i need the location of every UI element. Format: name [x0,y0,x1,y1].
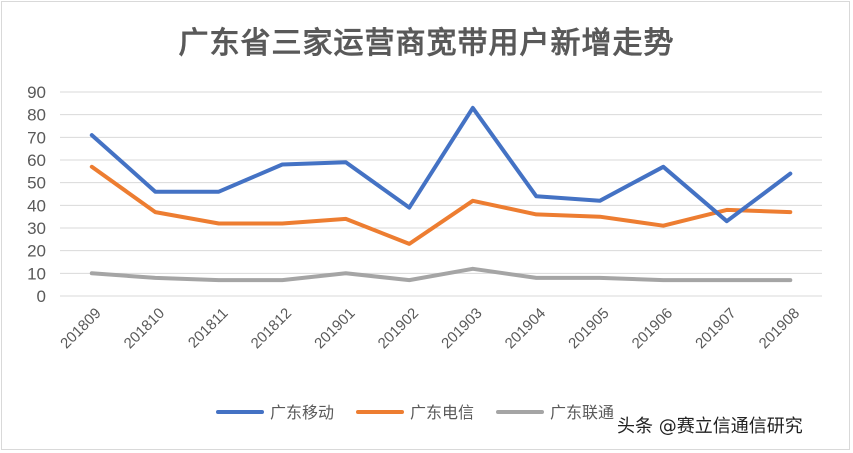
watermark: 头条 @赛立信通信研究 [617,416,803,437]
y-tick-label: 0 [37,287,46,306]
x-tick-label: 201903 [438,305,485,352]
x-tick-label: 201810 [121,305,168,352]
x-tick-label: 201908 [756,305,803,352]
x-tick-label: 201905 [565,305,612,352]
legend-label-3: 广东联通 [550,403,614,422]
y-tick-label: 30 [27,219,46,238]
y-tick-label: 60 [27,151,46,170]
x-tick-label: 201904 [502,305,549,352]
y-tick-label: 90 [27,83,46,102]
legend-label-2: 广东电信 [410,403,474,422]
series-line-2 [89,164,793,246]
y-tick-label: 10 [27,264,46,283]
x-tick-label: 201901 [311,305,358,352]
y-tick-label: 40 [27,196,46,215]
legend-label-1: 广东移动 [270,403,334,422]
x-tick-label: 201812 [248,305,295,352]
y-tick-label: 70 [27,128,46,147]
y-tick-label: 20 [27,242,46,261]
x-tick-label: 201906 [629,305,676,352]
series-line-1 [89,105,793,224]
y-tick-label: 50 [27,174,46,193]
x-tick-label: 201902 [375,305,422,352]
x-tick-label: 201809 [57,305,104,352]
x-tick-label: 201907 [692,305,739,352]
chart-title: 广东省三家运营商宽带用户新增走势 [178,26,675,61]
series-line-3 [89,266,793,283]
x-tick-label: 201811 [185,305,232,352]
y-tick-label: 80 [27,106,46,125]
